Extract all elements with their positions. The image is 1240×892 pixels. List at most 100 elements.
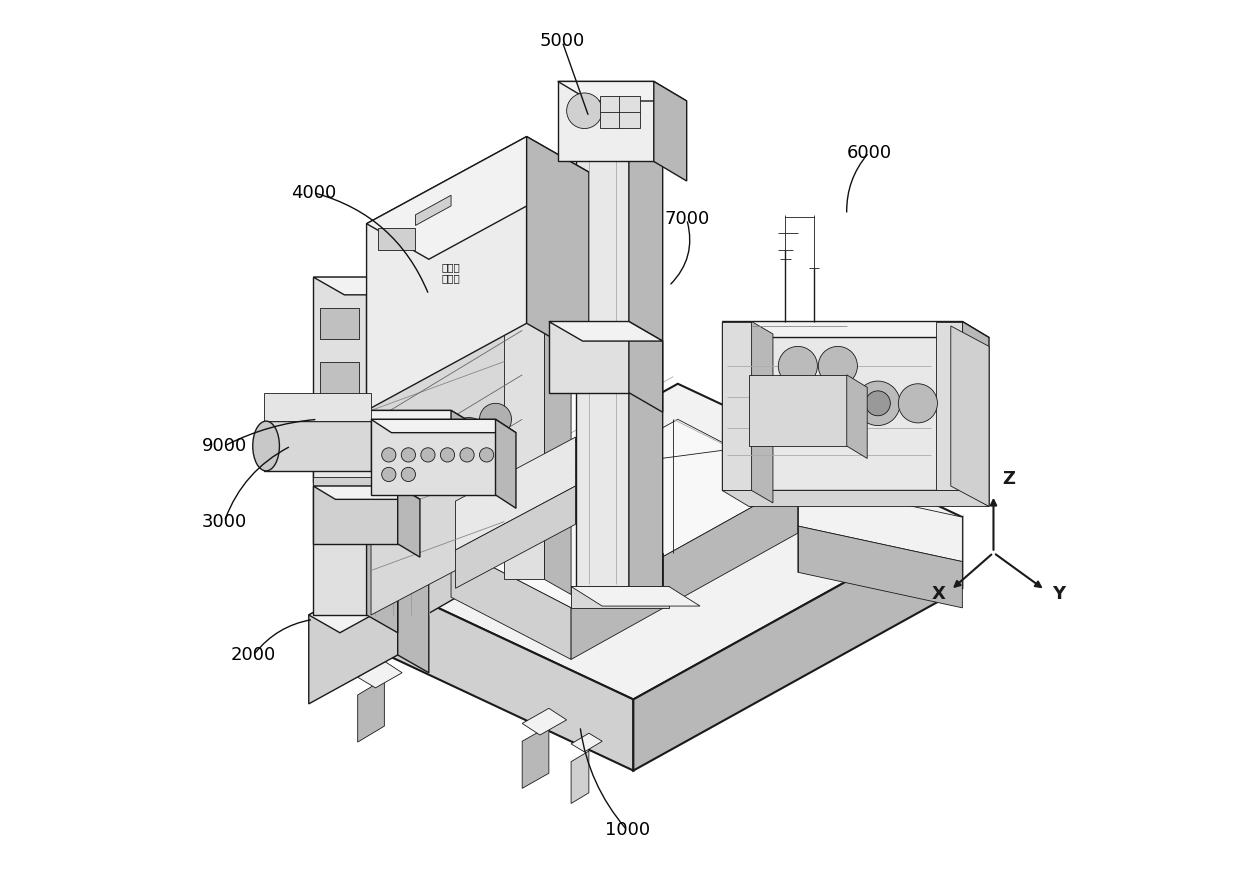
Text: 4000: 4000 [290, 184, 336, 202]
Polygon shape [749, 375, 847, 446]
Circle shape [402, 448, 415, 462]
Circle shape [784, 389, 812, 417]
Polygon shape [314, 410, 451, 482]
Polygon shape [415, 195, 451, 226]
Circle shape [826, 391, 851, 416]
Polygon shape [751, 321, 773, 503]
Polygon shape [629, 135, 662, 607]
Polygon shape [522, 708, 567, 735]
Circle shape [440, 448, 455, 462]
Text: 5000: 5000 [539, 32, 585, 51]
Ellipse shape [253, 421, 279, 471]
Circle shape [420, 448, 435, 462]
Text: 2000: 2000 [231, 646, 277, 664]
Polygon shape [722, 491, 990, 507]
Polygon shape [549, 321, 662, 341]
Polygon shape [936, 321, 962, 491]
Text: 1000: 1000 [605, 822, 650, 839]
Polygon shape [575, 135, 662, 154]
Polygon shape [378, 228, 415, 251]
Polygon shape [264, 392, 371, 421]
Polygon shape [320, 361, 360, 397]
Polygon shape [797, 482, 962, 562]
Circle shape [449, 417, 489, 457]
Polygon shape [314, 477, 465, 491]
Polygon shape [572, 587, 668, 607]
Circle shape [480, 448, 494, 462]
Polygon shape [572, 587, 701, 606]
Polygon shape [544, 321, 572, 594]
Polygon shape [722, 321, 962, 491]
Polygon shape [348, 384, 962, 699]
Polygon shape [320, 308, 360, 339]
Polygon shape [309, 566, 398, 704]
Text: 9000: 9000 [202, 437, 247, 455]
Polygon shape [653, 81, 687, 181]
Polygon shape [629, 321, 662, 412]
Polygon shape [264, 421, 371, 471]
Polygon shape [357, 661, 402, 688]
Polygon shape [951, 326, 990, 507]
Text: Z: Z [1002, 470, 1016, 488]
Polygon shape [572, 482, 797, 659]
Polygon shape [398, 566, 429, 673]
Circle shape [816, 381, 861, 425]
Polygon shape [451, 410, 474, 495]
Circle shape [382, 467, 396, 482]
Polygon shape [320, 419, 360, 455]
Polygon shape [371, 251, 539, 615]
Polygon shape [847, 375, 867, 458]
Polygon shape [398, 242, 486, 321]
Polygon shape [367, 277, 398, 632]
Bar [600, 95, 640, 128]
Circle shape [898, 384, 937, 423]
Circle shape [773, 378, 823, 428]
Polygon shape [527, 136, 589, 359]
Circle shape [402, 467, 415, 482]
Polygon shape [505, 321, 544, 580]
Polygon shape [367, 136, 589, 260]
Text: 3000: 3000 [202, 513, 247, 531]
Text: 定向仪
电控柜: 定向仪 电控柜 [441, 261, 460, 284]
Polygon shape [558, 81, 687, 101]
Polygon shape [522, 726, 549, 789]
Circle shape [460, 448, 474, 462]
Polygon shape [572, 751, 589, 804]
Polygon shape [314, 486, 420, 500]
Polygon shape [549, 321, 629, 392]
Polygon shape [371, 419, 496, 495]
Polygon shape [348, 566, 634, 771]
Polygon shape [309, 566, 429, 632]
Polygon shape [348, 553, 460, 659]
Polygon shape [367, 136, 527, 410]
Polygon shape [451, 419, 797, 607]
Polygon shape [455, 486, 575, 589]
Circle shape [818, 346, 857, 385]
Polygon shape [371, 419, 516, 433]
Polygon shape [558, 81, 653, 161]
Polygon shape [572, 733, 603, 752]
Polygon shape [962, 321, 990, 507]
Polygon shape [797, 526, 962, 607]
Circle shape [779, 346, 817, 385]
Text: Y: Y [1053, 585, 1065, 603]
Circle shape [382, 448, 396, 462]
Polygon shape [455, 437, 575, 550]
Polygon shape [722, 321, 990, 337]
Polygon shape [357, 679, 384, 742]
Polygon shape [314, 486, 398, 544]
Circle shape [567, 93, 603, 128]
Circle shape [480, 403, 512, 435]
Text: X: X [931, 585, 945, 603]
Polygon shape [496, 419, 516, 508]
Circle shape [417, 439, 449, 471]
Text: 6000: 6000 [847, 144, 892, 161]
Polygon shape [314, 277, 398, 295]
Circle shape [408, 430, 458, 480]
Polygon shape [575, 135, 629, 589]
Polygon shape [314, 410, 474, 424]
Polygon shape [634, 517, 962, 771]
Text: 7000: 7000 [665, 211, 709, 228]
Polygon shape [575, 553, 662, 607]
Polygon shape [348, 501, 460, 616]
